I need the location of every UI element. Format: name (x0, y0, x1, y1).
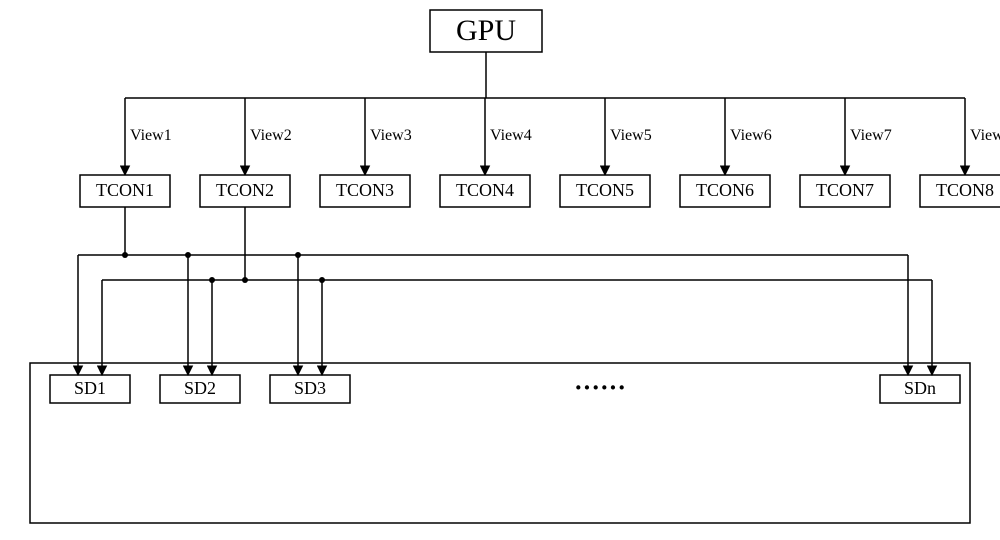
tcon-label-3: TCON3 (336, 180, 394, 200)
view-label-1: View1 (130, 127, 172, 144)
tcon-label-1: TCON1 (96, 180, 154, 200)
tcon-label-2: TCON2 (216, 180, 274, 200)
tcon-label-4: TCON4 (456, 180, 514, 200)
sd-label-2: SD2 (184, 378, 216, 398)
tcon-label-8: TCON8 (936, 180, 994, 200)
tcon1-stem-junction (122, 252, 128, 258)
sd-label-1: SD1 (74, 378, 106, 398)
view-label-3: View3 (370, 127, 412, 144)
sd-ellipsis: ······ (574, 373, 626, 402)
tcon-label-5: TCON5 (576, 180, 634, 200)
view-label-8: View8 (970, 127, 1000, 144)
tcon-label-6: TCON6 (696, 180, 754, 200)
tcon2-stem-junction (242, 277, 248, 283)
view-label-7: View7 (850, 127, 892, 144)
sd-label-3: SD3 (294, 378, 326, 398)
sd-label-4: SDn (904, 378, 936, 398)
view-label-6: View6 (730, 127, 772, 144)
view-label-2: View2 (250, 127, 292, 144)
view-label-5: View5 (610, 127, 652, 144)
view-label-4: View4 (490, 127, 532, 144)
gpu-label: GPU (456, 14, 516, 47)
tcon-label-7: TCON7 (816, 180, 874, 200)
